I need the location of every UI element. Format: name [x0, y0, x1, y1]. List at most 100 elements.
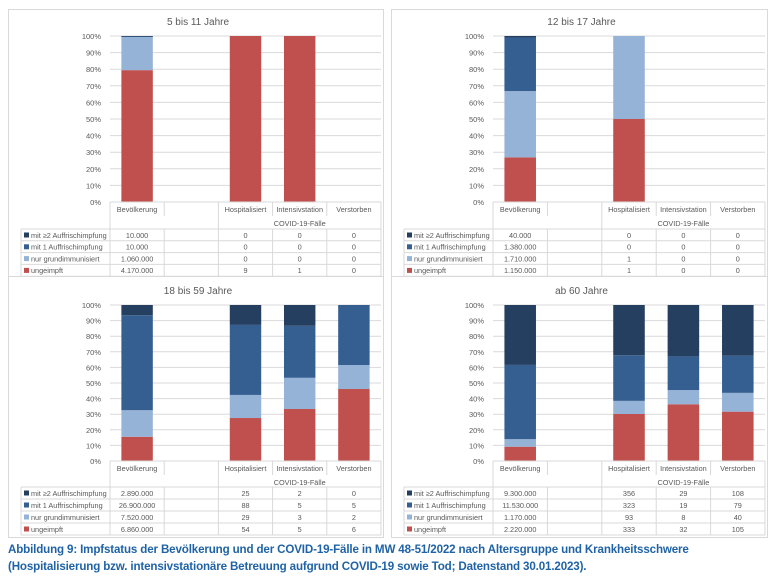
x-category-label: Intensivstation	[660, 205, 707, 214]
group-label: COVID-19-Fälle	[657, 478, 709, 487]
bar-segment-grund	[229, 394, 262, 419]
table-value: 356	[623, 489, 635, 498]
legend-label: mit 1 Auffrischimpfung	[414, 243, 486, 252]
bar-segment-grund	[121, 410, 153, 437]
x-category-label: Hospitalisiert	[225, 464, 267, 473]
x-category-label: Bevölkerung	[117, 205, 158, 214]
bar-segment-booster1	[121, 315, 153, 411]
table-value: 32	[679, 525, 687, 534]
y-tick-label: 40%	[469, 395, 484, 404]
x-category-label: Verstorben	[720, 464, 755, 473]
table-value: 1	[627, 254, 631, 263]
x-category-label: Hospitalisiert	[608, 464, 650, 473]
bar-segment-ungeimpft	[504, 157, 536, 202]
legend-swatch-booster1	[24, 244, 29, 250]
legend-label: mit ≥2 Auffrischimpfung	[31, 489, 107, 498]
y-tick-label: 100%	[465, 301, 485, 310]
legend-swatch-booster1	[407, 244, 412, 250]
bar-segment-ungeimpft	[121, 436, 153, 461]
legend-label: ungeimpft	[414, 525, 446, 534]
bar-segment-grund	[613, 400, 645, 414]
bar-segment-grund	[338, 365, 370, 389]
table-value: 11.530.000	[502, 501, 538, 510]
table-value: 6.860.000	[121, 525, 153, 534]
table-value: 0	[352, 243, 356, 252]
table-value: 0	[627, 243, 631, 252]
bar-segment-ungeimpft	[667, 404, 700, 461]
table-value: 40	[734, 513, 742, 522]
table-value: 0	[736, 231, 740, 240]
chart-svg: 12 bis 17 Jahre 0% 10% 20% 30% 40% 50% 60% 70% 80…	[403, 17, 766, 276]
chart-title: ab 60 Jahre	[555, 286, 608, 297]
table-value: 0	[352, 254, 356, 263]
y-tick-label: 60%	[86, 363, 101, 372]
bar-segment-booster1	[504, 37, 536, 92]
legend-label: nur grundimmunisiert	[414, 513, 483, 522]
chart-svg: 5 bis 11 Jahre 0% 10% 20% 30% 40% 50% 60% 70% 80%…	[20, 17, 382, 276]
bar-segment-ungeimpft	[283, 409, 316, 461]
x-category-label: Hospitalisiert	[608, 205, 650, 214]
x-category-label: Bevölkerung	[117, 464, 158, 473]
bar-segment-booster2	[667, 305, 700, 357]
bar-segment-ungeimpft	[613, 413, 645, 461]
bar-segment-booster2	[121, 36, 153, 37]
bar-segment-booster2	[229, 305, 262, 325]
x-category-label: Bevölkerung	[500, 205, 541, 214]
y-tick-label: 70%	[469, 348, 484, 357]
y-tick-label: 70%	[86, 348, 101, 357]
y-tick-label: 80%	[86, 65, 101, 74]
y-tick-label: 50%	[469, 379, 484, 388]
bar-segment-ungeimpft	[338, 389, 370, 461]
legend-swatch-booster2	[407, 490, 412, 496]
bar-segment-ungeimpft	[283, 36, 316, 202]
x-category-label: Intensivstation	[660, 464, 707, 473]
table-value: 1.060.000	[121, 254, 153, 263]
y-tick-label: 0%	[473, 457, 484, 466]
table-value: 0	[681, 266, 685, 275]
caption-line-2: (Hospitalisierung bzw. intensivstationär…	[8, 560, 587, 573]
legend-swatch-grund	[407, 514, 412, 520]
legend-label: nur grundimmunisiert	[31, 254, 100, 263]
chart-title: 12 bis 17 Jahre	[547, 17, 616, 28]
x-category-label: Verstorben	[720, 205, 755, 214]
table-value: 0	[627, 231, 631, 240]
figure-caption: Abbildung 9: Impfstatus der Bevölkerung …	[8, 541, 778, 575]
bar-segment-booster1	[283, 325, 316, 378]
bar-segment-booster2	[504, 305, 536, 365]
y-tick-label: 30%	[469, 148, 484, 157]
y-tick-label: 50%	[469, 115, 484, 124]
bar-segment-booster2	[504, 36, 536, 38]
table-value: 1	[627, 266, 631, 275]
bar-segment-booster2	[613, 305, 645, 356]
bar-segment-ungeimpft	[504, 446, 536, 461]
table-value: 333	[623, 525, 635, 534]
y-tick-label: 0%	[90, 198, 101, 207]
legend-label: ungeimpft	[414, 266, 446, 275]
legend-swatch-booster1	[407, 502, 412, 508]
table-value: 0	[681, 254, 685, 263]
table-value: 26.900.000	[119, 501, 156, 510]
group-label: COVID-19-Fälle	[657, 219, 709, 228]
table-value: 0	[736, 266, 740, 275]
y-tick-label: 30%	[469, 410, 484, 419]
y-tick-label: 70%	[86, 82, 101, 91]
bar-segment-ungeimpft	[722, 411, 754, 461]
table-value: 2.890.000	[121, 489, 153, 498]
table-value: 0	[352, 489, 356, 498]
table-value: 10.000	[126, 231, 148, 240]
table-value: 5	[352, 501, 356, 510]
y-tick-label: 40%	[86, 395, 101, 404]
chart-svg: 18 bis 59 Jahre 0% 10% 20% 30% 40% 50% 60% 70% 80…	[20, 286, 382, 536]
table-value: 1.150.000	[504, 266, 536, 275]
table-value: 0	[298, 243, 302, 252]
table-value: 108	[732, 489, 744, 498]
y-tick-label: 20%	[86, 165, 101, 174]
x-category-label: Verstorben	[336, 205, 371, 214]
caption-line-1: Abbildung 9: Impfstatus der Bevölkerung …	[8, 543, 689, 556]
table-value: 25	[241, 489, 249, 498]
legend-label: mit 1 Auffrischimpfung	[414, 501, 486, 510]
table-value: 1.710.000	[504, 254, 536, 263]
table-value: 9.300.000	[504, 489, 536, 498]
chart-panel-18-59: 18 bis 59 Jahre 0% 10% 20% 30% 40% 50% 60% 70% 80…	[8, 276, 384, 538]
bar-segment-ungeimpft	[613, 119, 645, 202]
